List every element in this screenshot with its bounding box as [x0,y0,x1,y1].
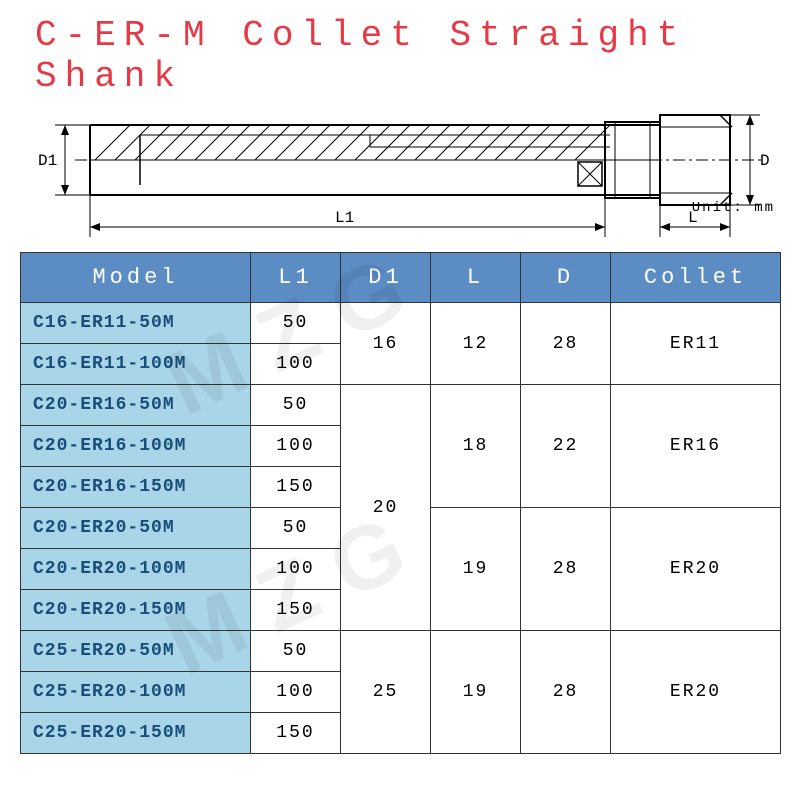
dim-l1-label: L1 [335,209,354,227]
cell-value: 19 [431,508,521,631]
table-row: C16-ER11-50M50161228ER11 [21,303,781,344]
unit-label: Unit: mm [692,200,775,216]
cell-value: 19 [431,631,521,754]
col-header-l: L [431,253,521,303]
cell-value: ER20 [611,508,781,631]
cell-value: 100 [251,549,341,590]
col-header-l1: L1 [251,253,341,303]
dim-d-label: D [760,152,770,170]
cell-value: 12 [431,303,521,385]
cell-value: 25 [341,631,431,754]
cell-value: 50 [251,303,341,344]
cell-model: C20-ER16-100M [21,426,251,467]
cell-value: 22 [521,385,611,508]
cell-value: ER20 [611,631,781,754]
col-header-d1: D1 [341,253,431,303]
cell-value: ER11 [611,303,781,385]
cell-value: 50 [251,385,341,426]
cell-value: 150 [251,467,341,508]
cell-value: 150 [251,590,341,631]
col-header-model: Model [21,253,251,303]
cell-value: 28 [521,303,611,385]
table-row: C25-ER20-50M50251928ER20 [21,631,781,672]
cell-model: C25-ER20-50M [21,631,251,672]
cell-value: 20 [341,385,431,631]
col-header-collet: Collet [611,253,781,303]
cell-value: 50 [251,631,341,672]
cell-value: 18 [431,385,521,508]
cell-model: C20-ER20-50M [21,508,251,549]
cell-value: 28 [521,508,611,631]
dim-d1-label: D1 [38,152,57,170]
cell-model: C16-ER11-100M [21,344,251,385]
cell-model: C20-ER20-100M [21,549,251,590]
cell-value: 28 [521,631,611,754]
cell-value: ER16 [611,385,781,508]
cell-value: 100 [251,672,341,713]
spec-table: Model L1 D1 L D Collet C16-ER11-50M50161… [20,252,781,754]
cell-model: C20-ER16-150M [21,467,251,508]
cell-value: 50 [251,508,341,549]
cell-value: 16 [341,303,431,385]
cell-model: C25-ER20-150M [21,713,251,754]
cell-model: C20-ER20-150M [21,590,251,631]
cell-value: 150 [251,713,341,754]
cell-value: 100 [251,344,341,385]
col-header-d: D [521,253,611,303]
page-title: C-ER-M Collet Straight Shank [0,0,800,97]
table-row: C20-ER16-50M50201822ER16 [21,385,781,426]
cell-model: C16-ER11-50M [21,303,251,344]
cell-model: C25-ER20-100M [21,672,251,713]
cell-model: C20-ER16-50M [21,385,251,426]
shank-diagram: D1 D L1 L [20,107,780,247]
cell-value: 100 [251,426,341,467]
table-header-row: Model L1 D1 L D Collet [21,253,781,303]
